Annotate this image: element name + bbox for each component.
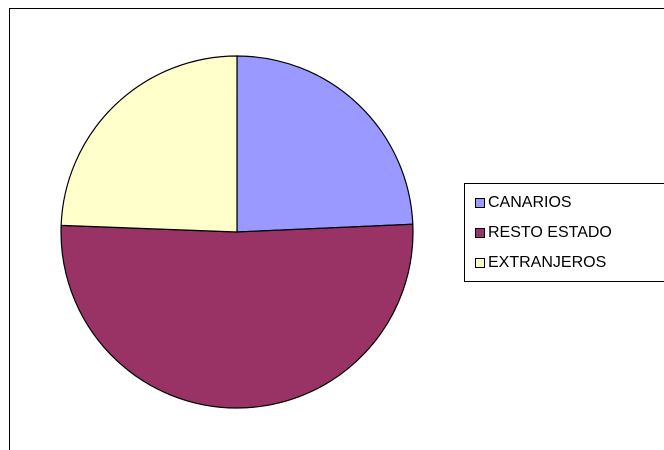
legend-swatch-resto-estado bbox=[475, 228, 485, 238]
legend: CANARIOS RESTO ESTADO EXTRANJEROS bbox=[464, 183, 664, 282]
legend-swatch-canarios bbox=[475, 198, 485, 208]
legend-label-extranjeros: EXTRANJEROS bbox=[488, 254, 607, 271]
pie-slice-canarios bbox=[236, 55, 414, 233]
legend-item-canarios: CANARIOS bbox=[465, 188, 664, 218]
pie-slice-resto-estado bbox=[60, 223, 414, 409]
legend-swatch-extranjeros bbox=[475, 258, 485, 268]
pie-slice-extranjeros bbox=[60, 55, 238, 233]
legend-item-resto-estado: RESTO ESTADO bbox=[465, 218, 664, 248]
legend-label-canarios: CANARIOS bbox=[488, 194, 572, 211]
legend-item-extranjeros: EXTRANJEROS bbox=[465, 248, 664, 278]
legend-label-resto-estado: RESTO ESTADO bbox=[488, 224, 612, 241]
